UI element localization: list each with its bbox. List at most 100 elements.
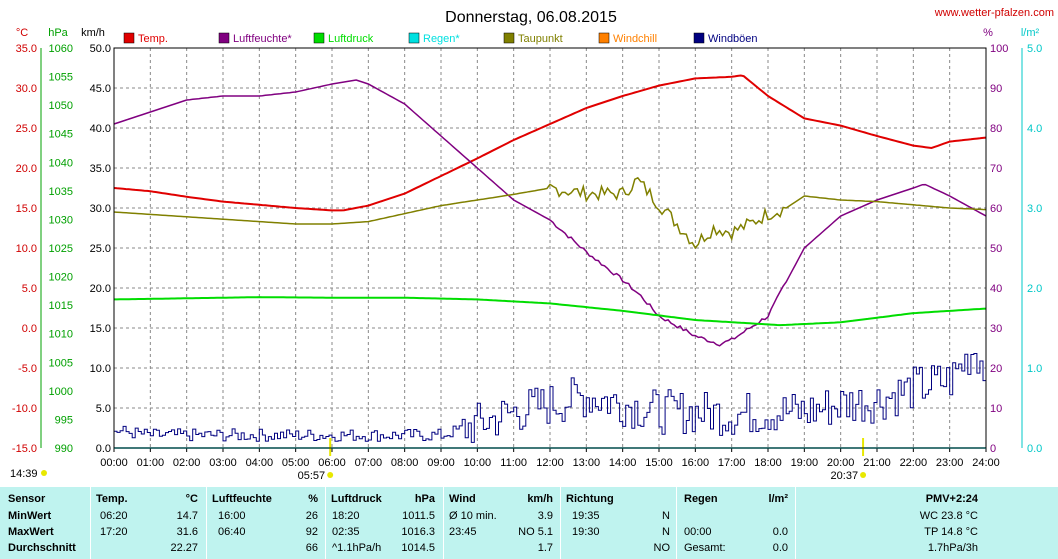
- pressure-tick-label: 1020: [49, 272, 73, 284]
- rain-tick-label: 5.0: [1027, 43, 1042, 55]
- rain-tick-label: 0.0: [1027, 443, 1042, 455]
- x-tick-label: 04:00: [246, 457, 274, 469]
- temp-tick-label: 15.0: [16, 203, 37, 215]
- legend-swatch: [503, 32, 515, 44]
- legend-swatch: [218, 32, 230, 44]
- grid: [114, 48, 986, 448]
- humidity-tick-label: 50: [990, 243, 1002, 255]
- pressure-tick-label: 1045: [49, 129, 73, 141]
- humidity-tick-label: 20: [990, 363, 1002, 375]
- pressure-tick-label: 990: [55, 443, 73, 455]
- temp-tick-label: 0.0: [22, 323, 37, 335]
- x-tick-label: 16:00: [682, 457, 710, 469]
- stat-wind: 1.7: [537, 542, 553, 554]
- y-axis-ticks: 35.0 30.0 25.0 20.0 15.0 10.0 5.0 0.0 -5.0 -10.0 -…: [12, 43, 1042, 455]
- current-time-dot: [41, 470, 47, 476]
- sunset-dot: [860, 472, 867, 478]
- pressure-tick-label: 1040: [49, 157, 73, 169]
- x-tick-label: 03:00: [209, 457, 237, 469]
- x-tick-label: 07:00: [355, 457, 383, 469]
- pressure-unit-label: hPa: [48, 27, 68, 39]
- temp-tick-label: -15.0: [12, 443, 37, 455]
- stat-temp-time: 06:20: [100, 510, 128, 522]
- sunset-time: 20:37: [831, 470, 859, 482]
- stat-wind: 3.9: [537, 510, 553, 522]
- stat-dir: NO: [653, 542, 671, 554]
- stat-rain: 0.0: [772, 526, 788, 538]
- legend: Temp. Luftfeuchte* Luftdruck Regen* Taupunkt…: [123, 32, 758, 45]
- humidity-tick-label: 70: [990, 163, 1002, 175]
- legend-swatch: [123, 32, 135, 44]
- humidity-tick-label: 10: [990, 403, 1002, 415]
- stat-hum-time: 16:00: [218, 510, 246, 522]
- stat-rain: 0.0: [772, 542, 788, 554]
- wind-gust-line: [114, 353, 987, 443]
- header-pmv: PMV+2:24: [925, 493, 978, 505]
- x-tick-label: 18:00: [754, 457, 782, 469]
- temp-tick-label: -5.0: [18, 363, 37, 375]
- humidity-tick-label: 90: [990, 83, 1002, 95]
- header-temp-unit: °C: [185, 493, 198, 505]
- temp-tick-label: 10.0: [16, 243, 37, 255]
- x-tick-label: 09:00: [427, 457, 455, 469]
- temp-tick-label: 5.0: [22, 283, 37, 295]
- x-tick-label: 17:00: [718, 457, 746, 469]
- rain-tick-label: 4.0: [1027, 123, 1042, 135]
- stat-label: MinWert: [8, 510, 52, 522]
- humidity-tick-label: 60: [990, 203, 1002, 215]
- stat-wind-label: Ø 10 min.: [449, 510, 497, 522]
- stat-temp: 14.7: [176, 510, 198, 522]
- legend-swatch: [313, 32, 325, 44]
- legend-swatch: [598, 32, 610, 44]
- pressure-tick-label: 1050: [49, 100, 73, 112]
- temperature-line: [113, 74, 987, 212]
- series-lines: [113, 74, 987, 449]
- stat-hum: 26: [305, 510, 318, 522]
- x-tick-label: 01:00: [137, 457, 165, 469]
- header-sensor: Sensor: [8, 493, 46, 505]
- rain-unit-label: l/m²: [1021, 27, 1040, 39]
- column-divider: [676, 487, 677, 559]
- x-axis-ticks: 00:00 01:00 02:00 03:00 04:00 05:00 06:00 07:00…: [100, 448, 1000, 469]
- wind-tick-label: 20.0: [90, 283, 111, 295]
- pressure-tick-label: 1025: [49, 243, 73, 255]
- x-tick-label: 21:00: [863, 457, 891, 469]
- stat-pmv: TP 14.8 °C: [924, 526, 978, 538]
- stat-pmv: WC 23.8 °C: [919, 510, 978, 522]
- legend-label: Taupunkt: [518, 33, 563, 45]
- column-divider: [443, 487, 444, 559]
- wind-unit-label: km/h: [81, 27, 105, 39]
- legend-label: Luftfeuchte*: [233, 33, 292, 45]
- stat-dir: N: [662, 510, 670, 522]
- header-humidity-unit: %: [308, 493, 318, 505]
- x-tick-label: 23:00: [936, 457, 964, 469]
- sunrise-dot: [327, 472, 334, 478]
- wind-tick-label: 30.0: [90, 203, 111, 215]
- x-tick-label: 13:00: [573, 457, 601, 469]
- column-divider: [90, 487, 91, 559]
- stat-hum: 66: [305, 542, 318, 554]
- pressure-tick-label: 1060: [49, 43, 73, 55]
- stat-temp: 31.6: [176, 526, 198, 538]
- site-url[interactable]: www.wetter-pfalzen.com: [934, 7, 1054, 19]
- temp-tick-label: 20.0: [16, 163, 37, 175]
- wind-tick-label: 5.0: [96, 403, 111, 415]
- pressure-tick-label: 1035: [49, 186, 73, 198]
- stat-dir-time: 19:30: [572, 526, 600, 538]
- temp-tick-label: -10.0: [12, 403, 37, 415]
- x-tick-label: 22:00: [900, 457, 928, 469]
- header-temp: Temp.: [96, 493, 128, 505]
- x-tick-label: 11:00: [500, 457, 527, 469]
- dewpoint-line: [113, 176, 987, 250]
- humidity-tick-label: 0: [990, 443, 996, 455]
- x-tick-label: 15:00: [645, 457, 673, 469]
- header-wind: Wind: [449, 493, 476, 505]
- x-tick-label: 02:00: [173, 457, 201, 469]
- weather-chart: Donnerstag, 06.08.2015 www.wetter-pfalze…: [10, 7, 1054, 482]
- stat-press-time: 02:35: [332, 526, 360, 538]
- pressure-tick-label: 995: [55, 414, 73, 426]
- humidity-tick-label: 40: [990, 283, 1002, 295]
- x-tick-label: 20:00: [827, 457, 855, 469]
- x-tick-label: 00:00: [100, 457, 128, 469]
- legend-label: Temp.: [138, 33, 168, 45]
